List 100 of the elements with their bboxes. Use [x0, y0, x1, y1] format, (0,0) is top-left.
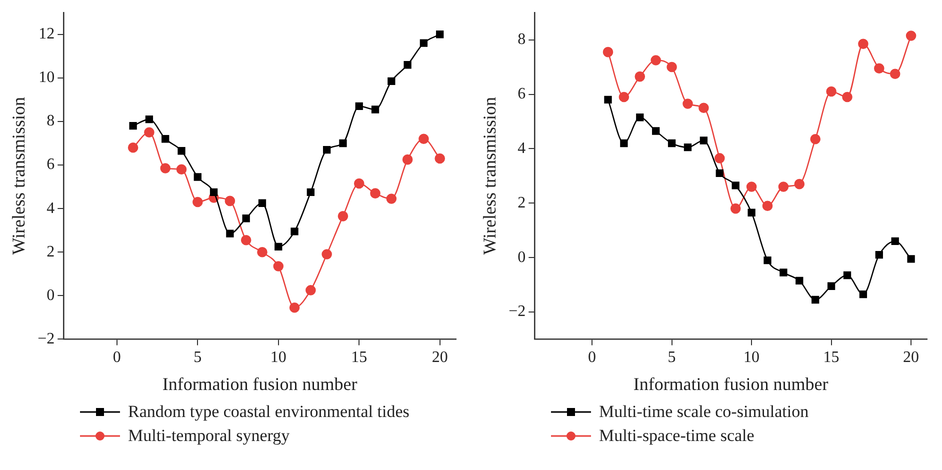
point	[322, 249, 332, 260]
point	[891, 237, 899, 246]
point	[602, 46, 614, 58]
point	[129, 122, 137, 130]
point	[652, 127, 660, 135]
x-axis-title: Information fusion number	[162, 374, 358, 394]
point	[176, 164, 187, 175]
legend-label: Random type coastal environmental tides	[128, 402, 410, 422]
y-tick-label: 10	[38, 69, 55, 86]
y-tick-label: 8	[518, 31, 526, 48]
point	[620, 139, 628, 148]
point	[145, 115, 154, 124]
point	[906, 30, 916, 41]
point	[338, 211, 348, 222]
point	[826, 86, 836, 97]
point	[714, 153, 725, 164]
point	[668, 139, 676, 148]
point	[160, 163, 170, 174]
point	[812, 296, 820, 304]
point	[604, 96, 612, 104]
y-tick-label: 0	[518, 248, 526, 266]
point	[634, 71, 646, 82]
x-tick-label: 10	[270, 349, 286, 366]
point	[290, 228, 298, 236]
x-tick-label: 0	[112, 349, 121, 366]
point	[420, 39, 428, 47]
point	[306, 285, 316, 296]
point	[796, 276, 804, 285]
y-tick-label: −2	[508, 303, 526, 320]
point	[242, 214, 250, 222]
point	[636, 114, 644, 122]
point	[890, 68, 900, 79]
point	[875, 250, 883, 259]
point	[273, 261, 284, 272]
point	[748, 208, 756, 216]
point	[210, 188, 218, 196]
point	[858, 38, 868, 50]
point	[764, 256, 772, 264]
point	[762, 200, 773, 211]
point	[194, 173, 202, 181]
point	[843, 271, 852, 280]
point	[144, 127, 154, 138]
point	[418, 134, 429, 144]
point	[386, 194, 397, 204]
point	[684, 143, 692, 152]
x-tick-label: 10	[744, 349, 760, 366]
y-tick-label: 4	[518, 140, 526, 157]
point	[778, 182, 789, 192]
x-axis-title: Information fusion number	[633, 374, 828, 394]
point	[666, 62, 677, 72]
point	[240, 234, 252, 246]
x-tick-label: 5	[668, 349, 676, 366]
y-tick-label: 4	[46, 200, 55, 217]
point	[226, 230, 234, 238]
y-axis-title: Wireless transmission	[480, 97, 500, 255]
x-tick-label: 0	[588, 349, 596, 366]
point	[716, 169, 724, 178]
legend-label: Multi-temporal synergy	[128, 426, 290, 446]
point	[730, 203, 741, 214]
point	[339, 139, 347, 148]
point	[162, 135, 170, 143]
y-tick-label: 0	[46, 286, 55, 304]
point	[371, 106, 380, 114]
point	[436, 30, 444, 38]
point	[434, 153, 446, 164]
y-tick-label: 6	[518, 85, 526, 102]
point	[827, 282, 836, 290]
point	[192, 196, 203, 208]
point	[810, 134, 820, 144]
point	[388, 77, 396, 86]
point	[732, 182, 740, 190]
point	[178, 147, 186, 155]
point	[128, 142, 138, 153]
y-tick-label: 8	[46, 112, 55, 130]
y-tick-label: 6	[46, 156, 55, 174]
point	[794, 178, 805, 190]
point	[289, 302, 300, 313]
point	[842, 92, 852, 102]
point	[907, 255, 915, 263]
point	[859, 290, 868, 298]
point	[618, 92, 630, 102]
point	[682, 98, 693, 109]
point	[306, 188, 315, 196]
point	[274, 242, 282, 250]
point	[370, 188, 380, 198]
point	[322, 146, 331, 154]
point	[224, 196, 236, 206]
point	[700, 136, 708, 144]
y-tick-label: 12	[38, 26, 55, 43]
point	[404, 61, 412, 69]
point	[698, 102, 709, 114]
point	[402, 154, 413, 165]
point	[746, 182, 757, 192]
legend-label: Multi-space-time scale	[599, 426, 754, 446]
y-tick-label: −2	[38, 330, 55, 348]
point	[355, 102, 363, 110]
x-tick-label: 20	[903, 349, 920, 366]
point	[780, 268, 788, 276]
y-tick-label: 2	[46, 243, 55, 260]
x-tick-label: 15	[823, 349, 840, 366]
